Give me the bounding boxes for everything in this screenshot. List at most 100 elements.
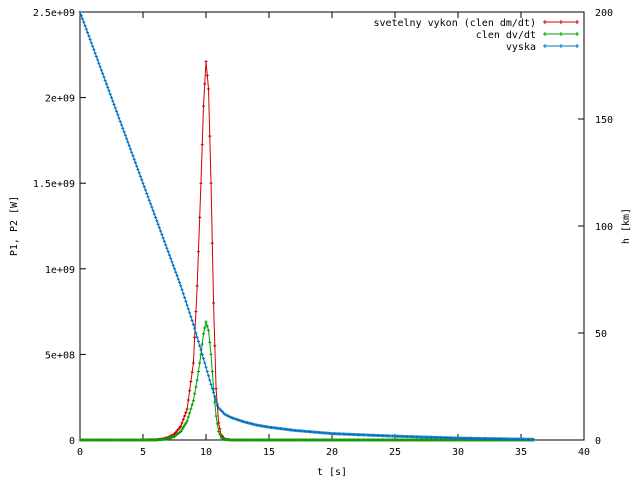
series-3-point	[210, 387, 214, 391]
series-3-point	[207, 374, 211, 378]
series-3-point	[203, 361, 207, 365]
series-3-point	[122, 130, 126, 134]
series-3-line	[79, 11, 534, 440]
series-3-point	[213, 394, 217, 398]
y-left-tick-label: 1.5e+09	[33, 179, 75, 190]
series-2-point	[184, 421, 188, 425]
series-1-point	[200, 143, 204, 147]
series-3-point	[78, 10, 82, 14]
y-axis-right: 0 50 100 150 200	[578, 8, 613, 447]
legend-marker	[543, 32, 547, 36]
series-3-point	[154, 215, 158, 219]
series-3-point	[136, 168, 140, 172]
series-3-point	[118, 120, 122, 124]
series-3-point	[156, 222, 160, 226]
series-3-point	[144, 188, 148, 192]
series-3-point	[170, 260, 174, 264]
series-3-point	[113, 106, 117, 110]
legend: svetelny vykon (clen dm/dt)clen dv/dtvys…	[373, 18, 579, 53]
series-2-point	[210, 370, 214, 374]
series-2-point	[203, 326, 207, 330]
series-3-point	[127, 144, 131, 148]
x-tick-label: 25	[389, 447, 401, 458]
series-3-point	[103, 78, 107, 82]
series-3-point	[179, 284, 183, 288]
series-3-point	[89, 41, 93, 45]
x-tick-label: 20	[326, 447, 338, 458]
series-3-point	[171, 263, 175, 267]
series-1-point	[190, 370, 194, 374]
series-3-point	[107, 89, 111, 93]
y-right-tick-label: 150	[595, 115, 613, 126]
series-1-point	[185, 407, 189, 411]
series-3-point	[128, 147, 132, 151]
series-3-point	[99, 68, 103, 72]
x-tick-label: 15	[263, 447, 275, 458]
series-3-point	[120, 123, 124, 127]
series-3-point	[162, 239, 166, 243]
series-3-point	[161, 236, 165, 240]
series-3-point	[97, 61, 101, 65]
series-3-point	[159, 229, 163, 233]
series-3-point	[164, 243, 168, 247]
series-1-point	[214, 387, 218, 391]
series-1-point	[184, 411, 188, 415]
series-3-point	[110, 96, 113, 100]
series-2-point	[218, 432, 222, 436]
legend-marker	[559, 44, 563, 48]
series-3-point	[94, 55, 98, 59]
series-3-point	[185, 303, 189, 307]
legend-marker	[575, 44, 579, 48]
series-1-point	[208, 134, 212, 138]
series-1-point	[194, 310, 198, 314]
series-3-point	[214, 398, 218, 402]
series-3-point	[155, 219, 159, 223]
series-3-point	[102, 75, 106, 79]
y-left-tick-label: 5e+08	[45, 350, 75, 361]
series-3-point	[98, 65, 102, 69]
series-2-point	[194, 385, 198, 389]
series-3-point	[209, 382, 213, 386]
series-3-point	[174, 270, 178, 274]
y-axis-left-label: P1, P2 [W]	[9, 196, 20, 256]
legend-marker	[543, 44, 547, 48]
series-3-point	[116, 113, 120, 117]
series-3-point	[82, 20, 86, 24]
series-1-point	[209, 181, 213, 185]
series-3-point	[205, 370, 209, 374]
series-3	[78, 10, 536, 441]
series-3-point	[160, 233, 164, 237]
x-tick-label: 0	[77, 447, 83, 458]
series-3-point	[83, 24, 87, 28]
series-2-point	[180, 427, 184, 431]
series-1-point	[174, 430, 178, 434]
y-left-tick-label: 2.5e+09	[33, 8, 75, 19]
x-axis: 0 5 10 15 20 25 30 35 40	[77, 12, 590, 458]
series-3-point	[84, 27, 88, 31]
y-left-tick-label: 0	[69, 436, 75, 447]
series-2-point	[208, 340, 212, 344]
series-3-point	[169, 257, 173, 261]
series-3-point	[106, 85, 110, 89]
series-3-point	[81, 17, 85, 21]
series-group	[78, 10, 536, 442]
y-right-tick-label: 100	[595, 222, 613, 233]
series-3-point	[198, 344, 202, 348]
x-tick-label: 10	[200, 447, 212, 458]
series-1-point	[191, 361, 195, 365]
series-3-point	[188, 311, 192, 315]
y-right-tick-label: 0	[595, 436, 601, 447]
series-2-point	[217, 429, 221, 433]
series-1-point	[175, 429, 179, 433]
series-1-point	[179, 424, 183, 428]
series-3-point	[147, 198, 151, 202]
legend-label: vyska	[506, 42, 536, 53]
series-3-point	[126, 140, 130, 144]
series-3-point	[88, 37, 92, 41]
series-2-point	[196, 370, 200, 374]
series-3-point	[121, 126, 125, 130]
series-3-point	[123, 133, 127, 137]
series-3-point	[165, 246, 169, 250]
series-1-point	[199, 181, 203, 185]
series-1-point	[203, 82, 207, 86]
